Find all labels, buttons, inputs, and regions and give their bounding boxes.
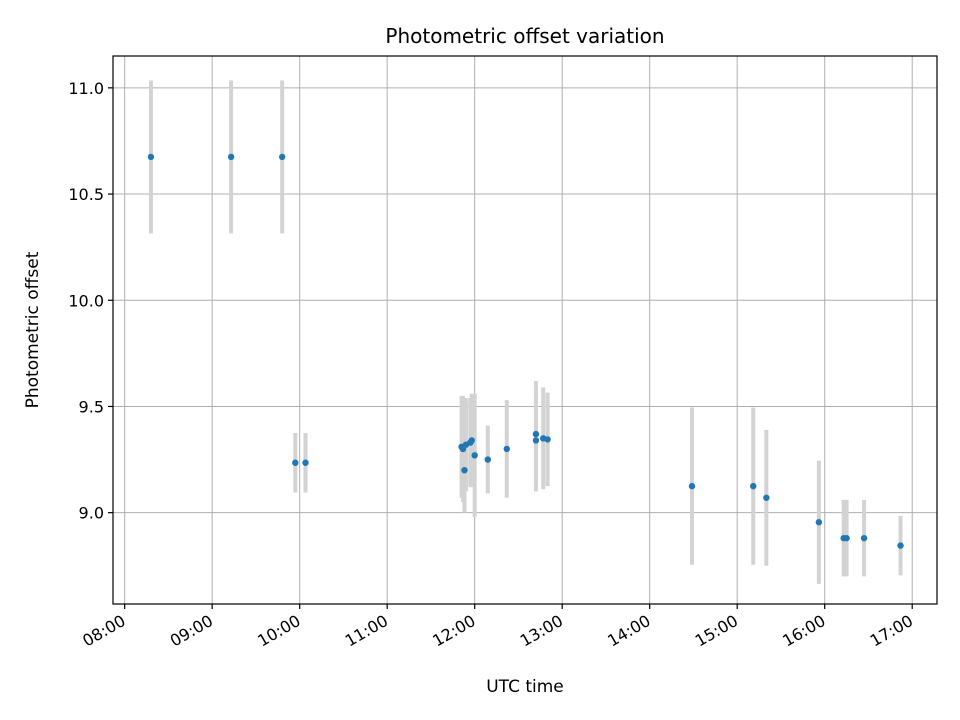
data-point bbox=[532, 430, 540, 438]
y-tick-label: 11.0 bbox=[68, 79, 104, 98]
y-tick-label: 10.5 bbox=[68, 185, 104, 204]
y-axis-title: Photometric offset bbox=[23, 251, 43, 408]
chart-title: Photometric offset variation bbox=[385, 24, 664, 48]
grid-lines bbox=[113, 56, 937, 604]
data-point bbox=[468, 437, 475, 444]
x-axis-title: UTC time bbox=[486, 677, 564, 697]
y-tick-label: 9.5 bbox=[79, 397, 104, 416]
data-points bbox=[147, 153, 904, 549]
data-point bbox=[471, 452, 478, 459]
data-point bbox=[688, 482, 696, 490]
data-point bbox=[544, 436, 551, 443]
data-point bbox=[750, 482, 757, 490]
data-point bbox=[763, 494, 770, 501]
data-point bbox=[227, 153, 235, 161]
data-point bbox=[843, 534, 850, 542]
data-point bbox=[147, 153, 155, 161]
plot-area-frame bbox=[112, 55, 938, 605]
data-point bbox=[484, 456, 492, 463]
data-point bbox=[815, 519, 823, 526]
data-point bbox=[278, 153, 286, 161]
data-point bbox=[503, 445, 510, 453]
data-point bbox=[292, 459, 299, 466]
data-point bbox=[897, 542, 904, 549]
data-point bbox=[532, 437, 540, 444]
data-point bbox=[302, 459, 309, 466]
y-tick-label: 10.0 bbox=[68, 291, 104, 310]
data-point bbox=[860, 534, 868, 542]
y-axis-ticks: 9.0 9.5 10.0 10.5 11.0 bbox=[68, 79, 113, 523]
data-point bbox=[461, 466, 468, 474]
y-tick-label: 9.0 bbox=[79, 504, 104, 523]
